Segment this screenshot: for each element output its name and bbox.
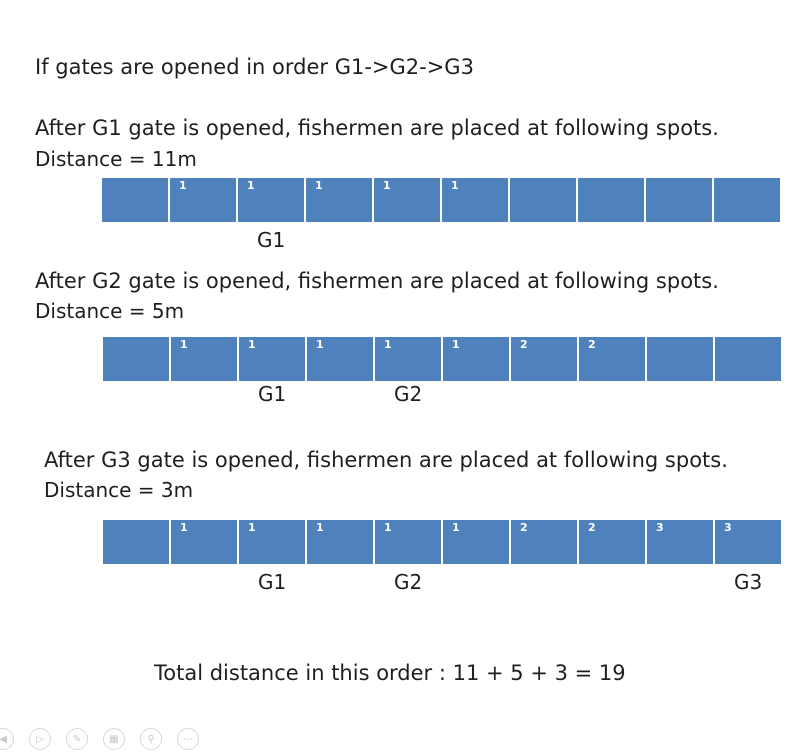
zoom-icon[interactable]: ⚲	[140, 728, 162, 750]
more-options-icon[interactable]: ⋯	[177, 728, 199, 750]
spot-cell: 1	[239, 520, 305, 564]
spot-cell: 1	[170, 178, 236, 222]
gate-label: G2	[394, 382, 423, 406]
fisherman-gate-number: 1	[179, 179, 187, 192]
fisherman-gate-number: 1	[452, 338, 460, 351]
gate-label: G1	[258, 570, 287, 594]
spot-cell	[646, 178, 712, 222]
spot-cell	[715, 337, 781, 381]
gate-label: G1	[257, 228, 286, 252]
spot-cell	[647, 337, 713, 381]
fisherman-gate-number: 1	[451, 179, 459, 192]
spot-cell: 1	[442, 178, 508, 222]
spot-cell: 2	[579, 520, 645, 564]
spot-cell: 1	[307, 520, 373, 564]
section-3-distance: Distance = 3m	[44, 478, 194, 502]
slide-controls: ◀ ▷ ✎ ▦ ⚲ ⋯	[0, 728, 220, 754]
section-2-caption: After G2 gate is opened, fishermen are p…	[35, 269, 719, 293]
spot-cell: 2	[511, 520, 577, 564]
gate-label: G2	[394, 570, 423, 594]
fisherman-gate-number: 3	[724, 521, 732, 534]
previous-slide-icon[interactable]: ◀	[0, 728, 14, 750]
spot-cell	[103, 520, 169, 564]
spot-cell: 1	[238, 178, 304, 222]
fisherman-gate-number: 1	[316, 338, 324, 351]
spot-cell: 1	[374, 178, 440, 222]
section-1-caption: After G1 gate is opened, fishermen are p…	[35, 116, 719, 140]
spots-row-1: 1 1 1 1 1	[102, 178, 780, 222]
spot-cell: 1	[307, 337, 373, 381]
spot-cell: 1	[239, 337, 305, 381]
fisherman-gate-number: 1	[248, 521, 256, 534]
spot-cell: 1	[443, 337, 509, 381]
total-distance: Total distance in this order : 11 + 5 + …	[154, 661, 626, 685]
fisherman-gate-number: 1	[384, 338, 392, 351]
fisherman-gate-number: 1	[180, 521, 188, 534]
spot-cell: 3	[715, 520, 781, 564]
fisherman-gate-number: 1	[384, 521, 392, 534]
section-3-caption: After G3 gate is opened, fishermen are p…	[44, 448, 728, 472]
spot-cell: 1	[171, 337, 237, 381]
see-all-slides-icon[interactable]: ▦	[103, 728, 125, 750]
spots-row-2: 1 1 1 1 1 2 2	[103, 337, 781, 381]
spot-cell: 1	[375, 337, 441, 381]
spot-cell: 2	[579, 337, 645, 381]
spot-cell	[714, 178, 780, 222]
fisherman-gate-number: 2	[520, 338, 528, 351]
fisherman-gate-number: 1	[315, 179, 323, 192]
pen-icon[interactable]: ✎	[66, 728, 88, 750]
fisherman-gate-number: 1	[248, 338, 256, 351]
spot-cell	[102, 178, 168, 222]
gate-label: G3	[734, 570, 763, 594]
section-1-distance: Distance = 11m	[35, 147, 197, 171]
gate-label: G1	[258, 382, 287, 406]
fisherman-gate-number: 1	[452, 521, 460, 534]
heading: If gates are opened in order G1->G2->G3	[35, 55, 474, 79]
spot-cell	[578, 178, 644, 222]
spot-cell: 2	[511, 337, 577, 381]
fisherman-gate-number: 1	[316, 521, 324, 534]
fisherman-gate-number: 2	[588, 338, 596, 351]
spot-cell	[103, 337, 169, 381]
fisherman-gate-number: 2	[588, 521, 596, 534]
fisherman-gate-number: 1	[180, 338, 188, 351]
spot-cell: 1	[306, 178, 372, 222]
section-2-distance: Distance = 5m	[35, 299, 185, 323]
spot-cell	[510, 178, 576, 222]
fisherman-gate-number: 3	[656, 521, 664, 534]
spot-cell: 3	[647, 520, 713, 564]
next-slide-icon[interactable]: ▷	[29, 728, 51, 750]
spots-row-3: 1 1 1 1 1 2 2 3 3	[103, 520, 781, 564]
spot-cell: 1	[443, 520, 509, 564]
spot-cell: 1	[375, 520, 441, 564]
fisherman-gate-number: 1	[247, 179, 255, 192]
fisherman-gate-number: 1	[383, 179, 391, 192]
spot-cell: 1	[171, 520, 237, 564]
fisherman-gate-number: 2	[520, 521, 528, 534]
